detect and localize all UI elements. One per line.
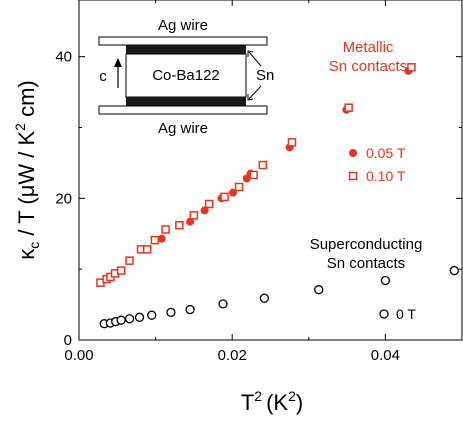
legend-label-0p10T: 0.10 T <box>366 168 406 184</box>
data-point-0-10-t <box>258 160 268 170</box>
data-point-0-t <box>166 307 176 318</box>
data-point-0-10-t <box>220 192 229 202</box>
data-point-0-10-t <box>161 225 170 234</box>
inset-top-contact <box>126 45 246 54</box>
x-tick-label: 0.02 <box>218 347 247 364</box>
data-point-0-t <box>218 299 228 309</box>
legend-marker-0p05T <box>349 149 357 157</box>
data-point-0-05-t <box>157 234 166 243</box>
inset-contact-arrow-down-head <box>247 94 254 101</box>
inset-top-wire <box>98 36 268 46</box>
metallic-annotation-line2: Sn contacts <box>329 58 407 75</box>
superconducting-annotation-line1: Superconducting <box>310 236 423 253</box>
data-point-0-10-t <box>234 182 244 192</box>
data-point-0-t <box>124 314 135 324</box>
inset-c-axis-arrowhead <box>114 58 122 67</box>
inset-c-axis-label: c <box>99 68 107 85</box>
data-point-0-10-t <box>142 245 152 254</box>
data-point-0-05-t <box>186 217 195 226</box>
data-point-0-t <box>449 265 459 276</box>
inset-contact-arrow-up-head <box>247 50 254 57</box>
data-point-0-10-t <box>287 138 297 147</box>
inset-sample-label: Co-Ba122 <box>152 67 220 84</box>
data-point-0-10-t <box>407 63 416 72</box>
data-point-0-t <box>147 310 157 320</box>
legend-marker-0T <box>379 309 389 319</box>
metallic-annotation-line1: Metallic <box>343 39 394 56</box>
data-point-0-10-t <box>125 256 134 265</box>
data-marks <box>96 63 459 329</box>
inset-bottom-contact <box>126 97 246 106</box>
legend-label-0T: 0 T <box>396 306 416 322</box>
y-tick-label: 0 <box>64 332 72 349</box>
inset-bottom-wire-label: Ag wire <box>158 120 208 137</box>
inset-sample <box>125 53 247 98</box>
y-axis-title: κc / T (μW / K2 cm) <box>12 80 42 259</box>
data-point-0-t <box>314 285 324 295</box>
data-point-0-t <box>134 312 145 322</box>
y-tick-label: 40 <box>55 49 72 66</box>
inset-schematic: Ag wire Ag wire Co-Ba122 Sn c <box>98 17 274 137</box>
superconducting-annotation-line2: Sn contacts <box>327 255 405 272</box>
y-axis-ticks: 0 20 40 <box>55 49 462 349</box>
data-point-0-t <box>259 293 270 303</box>
data-point-0-10-t <box>189 211 199 220</box>
inset-contact-arrow-up <box>248 51 262 67</box>
inset-top-wire-label: Ag wire <box>158 17 208 34</box>
inset-contact-arrow-down <box>248 85 262 100</box>
inset-bottom-wire <box>98 105 268 115</box>
legend-label-0p05T: 0.05 T <box>366 145 406 161</box>
x-axis-ticks: 0.00 0.02 0.04 <box>64 0 400 364</box>
x-axis-title: T2 (K2) <box>241 388 303 415</box>
legend-marker-0p10T <box>348 171 358 181</box>
data-point-0-10-t <box>204 199 214 209</box>
data-point-0-10-t <box>249 170 258 180</box>
data-point-0-10-t <box>150 235 160 245</box>
x-tick-label: 0.00 <box>64 347 93 364</box>
data-point-0-t <box>380 275 391 286</box>
data-point-0-10-t <box>344 103 353 112</box>
x-tick-label: 0.04 <box>371 347 400 364</box>
data-point-0-10-t <box>116 266 126 275</box>
legend: 0.05 T 0.10 T 0 T <box>348 145 416 322</box>
data-point-0-10-t <box>175 221 184 230</box>
data-point-0-t <box>185 304 195 315</box>
plot-frame <box>78 0 463 341</box>
data-point-0-05-t <box>200 206 209 215</box>
data-point-0-t <box>116 315 126 325</box>
inset-contact-label: Sn <box>256 67 274 84</box>
y-tick-label: 20 <box>55 190 72 207</box>
